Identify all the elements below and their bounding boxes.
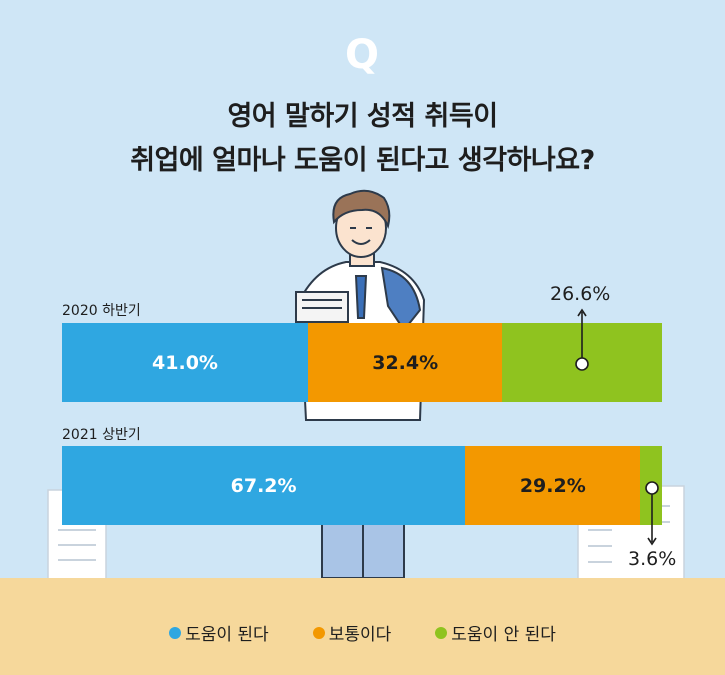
bar-2021-h1: 67.2% 29.2%	[62, 446, 662, 525]
data-label-not-helpful-2021-h1: 3.6%	[628, 548, 677, 570]
data-label-helpful-2021-h1: 67.2%	[230, 474, 297, 497]
legend-label-neutral: 보통이다	[328, 625, 392, 645]
question-mark-icon: Q	[344, 32, 379, 78]
legend-label-not-helpful: 도움이 안 된다	[451, 625, 556, 645]
category-label-2021-h1: 2021 상반기	[62, 427, 141, 443]
legend: 도움이 된다 보통이다 도움이 안 된다	[0, 620, 725, 645]
legend-dot-neutral	[312, 626, 325, 639]
title-line-1: 영어 말하기 성적 취득이	[227, 101, 498, 132]
data-label-helpful-2020-h2: 41.0%	[152, 351, 218, 374]
legend-item-helpful: 도움이 된다	[169, 620, 269, 645]
legend-item-not-helpful: 도움이 안 된다	[435, 620, 556, 645]
arrow-down-icon	[647, 537, 657, 546]
title-line-2: 취업에 얼마나 도움이 된다고 생각하나요?	[130, 145, 595, 176]
data-label-neutral-2020-h2: 32.4%	[372, 351, 439, 374]
bar-segment-helpful-2021-h1: 67.2%	[62, 446, 466, 525]
bar-segment-helpful-2020-h2: 41.0%	[62, 323, 308, 402]
legend-label-helpful: 도움이 된다	[185, 625, 269, 645]
data-label-not-helpful-2020-h2: 26.6%	[550, 283, 611, 305]
arrow-up-icon	[577, 308, 587, 317]
legend-item-neutral: 보통이다	[312, 620, 392, 645]
legend-dot-helpful	[169, 626, 182, 639]
category-label-2020-h2: 2020 하반기	[62, 303, 141, 319]
bar-segment-neutral-2021-h1: 29.2%	[465, 446, 641, 525]
callout-dot-2021	[645, 481, 659, 495]
legend-dot-not-helpful	[435, 626, 448, 639]
data-label-neutral-2021-h1: 29.2%	[519, 474, 586, 497]
ground-band	[0, 578, 725, 675]
bar-segment-neutral-2020-h2: 32.4%	[308, 323, 503, 402]
callout-dot-2020	[575, 357, 589, 371]
